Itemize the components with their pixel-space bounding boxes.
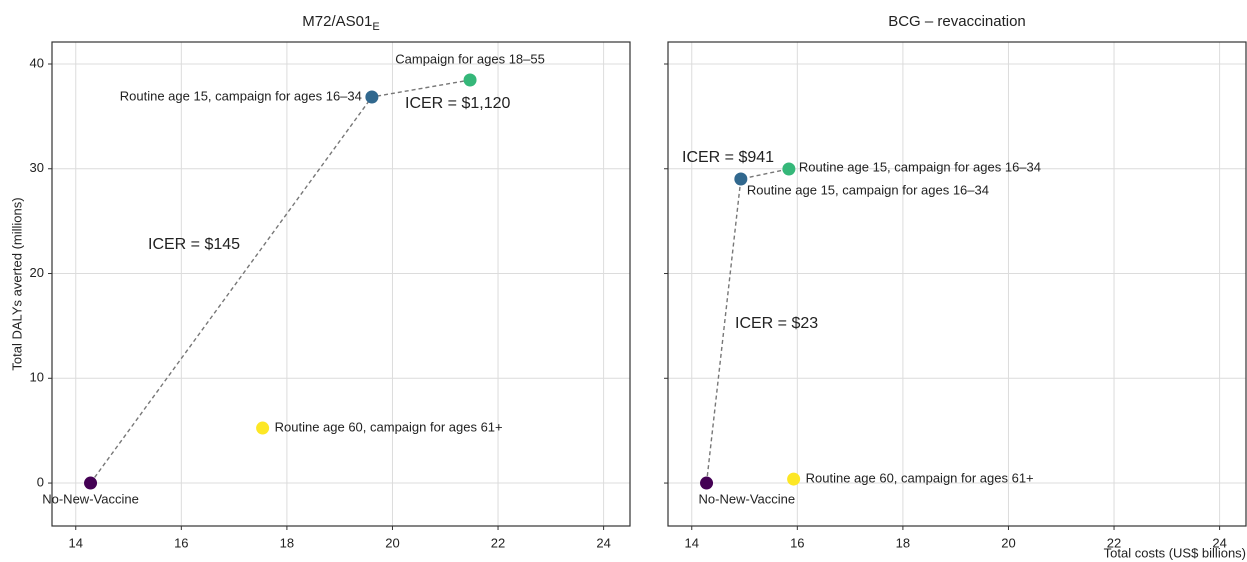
point [256,421,270,435]
y-tick-label: 0 [37,474,44,489]
annotation: ICER = $145 [148,236,240,253]
point [365,90,379,104]
y-tick-label: 10 [30,370,44,385]
x-tick-label: 14 [69,535,83,550]
title-subscript: E [372,21,379,33]
y-tick-label: 30 [30,160,44,175]
annotation: ICER = $23 [735,315,818,332]
point [463,73,477,87]
point-label: No-New-Vaccine [42,491,139,506]
x-tick-label: 16 [790,535,804,550]
point [84,476,98,490]
point-label: Routine age 60, campaign for ages 61+ [806,471,1034,486]
point-label: Routine age 15, campaign for ages 16–34 [120,88,362,103]
frontier-line [705,168,790,484]
x-tick-label: 18 [280,535,294,550]
x-tick-label: 20 [1001,535,1015,550]
x-tick-label: 18 [896,535,910,550]
title-text: BCG – revaccination [888,13,1026,30]
point-label: Routine age 15, campaign for ages 16–34 [799,159,1041,174]
x-tick-label: 16 [174,535,188,550]
y-tick-label: 40 [30,55,44,70]
point [700,476,714,490]
x-tick-label: 24 [1212,535,1226,550]
x-tick-label: 20 [385,535,399,550]
x-axis-label: Total costs (US$ billions) [1104,545,1246,560]
plot-frame [667,41,1247,527]
annotation: ICER = $1,120 [405,95,511,112]
x-tick-label: 22 [1107,535,1121,550]
point [734,172,748,186]
point-label: Campaign for ages 18–55 [395,51,545,66]
y-axis-label: Total DALYs averted (millions) [9,197,24,370]
y-tick-label: 20 [30,265,44,280]
point-label: Routine age 60, campaign for ages 61+ [275,419,503,434]
x-tick-label: 22 [491,535,505,550]
x-tick-label: 14 [685,535,699,550]
point [782,162,796,176]
title-text: M72/AS01 [302,13,372,30]
point-label: Routine age 15, campaign for ages 16–34 [747,182,989,197]
annotation: ICER = $941 [682,149,774,166]
plot-frame [51,41,631,527]
chart-title: M72/AS01E [302,13,379,33]
point [787,472,801,486]
point-label: No-New-Vaccine [699,491,796,506]
chart-title: BCG – revaccination [888,13,1026,30]
x-tick-label: 24 [596,535,610,550]
